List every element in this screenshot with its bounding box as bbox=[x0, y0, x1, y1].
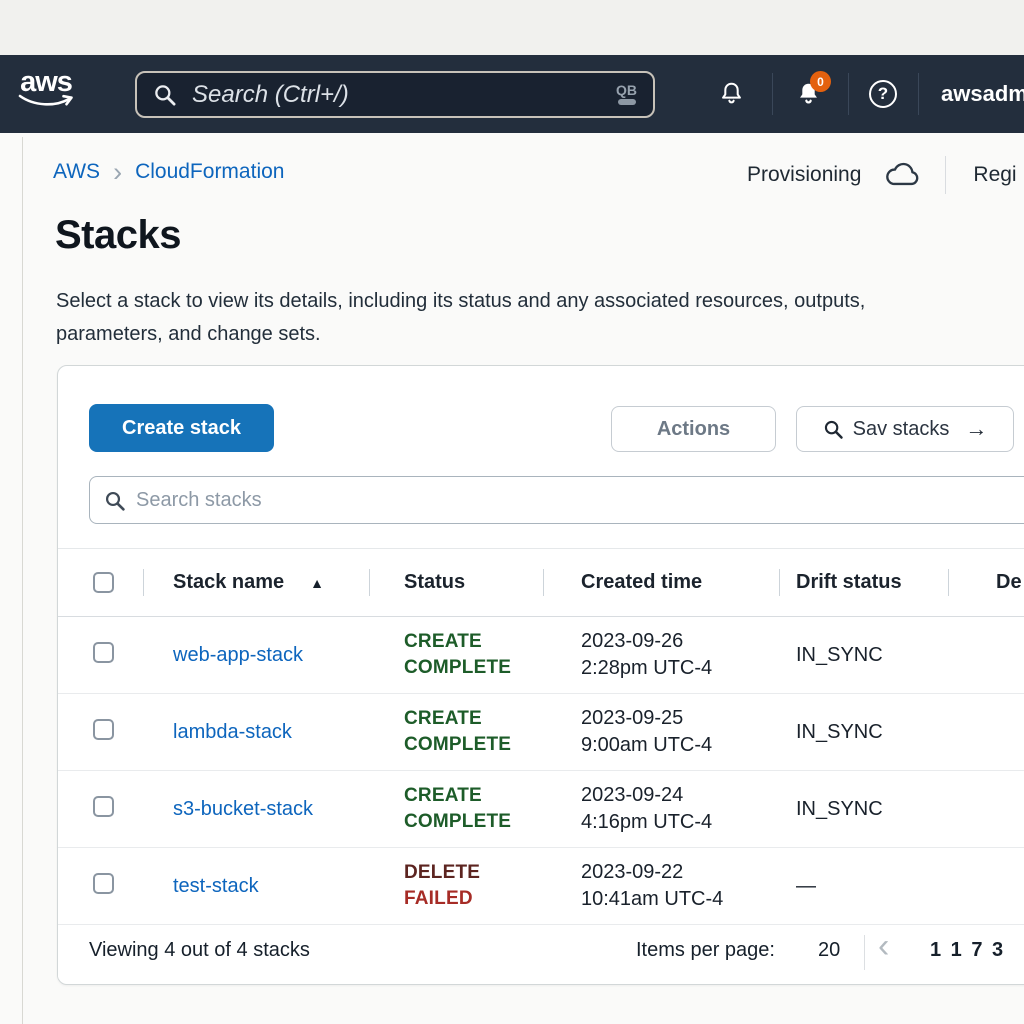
notification-badge: 0 bbox=[810, 71, 831, 92]
table-header: Stack name ▲ Status Created time Drift s… bbox=[58, 548, 1024, 617]
desktop-strip bbox=[0, 0, 1024, 55]
stack-name-link[interactable]: lambda-stack bbox=[173, 720, 292, 743]
stack-name-link[interactable]: s3-bucket-stack bbox=[173, 797, 314, 820]
aws-top-navbar: aws QB 0 ? awsadm bbox=[0, 55, 1024, 133]
breadcrumb-cloudformation-link[interactable]: CloudFormation bbox=[135, 160, 285, 183]
sort-ascending-icon[interactable]: ▲ bbox=[310, 574, 325, 591]
page-content: AWS › CloudFormation Provisioning Regi S… bbox=[0, 133, 1024, 1024]
account-menu[interactable]: awsadm bbox=[941, 81, 1024, 106]
row-checkbox[interactable] bbox=[93, 719, 114, 740]
pagination-pages[interactable]: 1 1 7 3 bbox=[930, 939, 1006, 961]
search-icon bbox=[105, 491, 125, 511]
column-header-drift-status[interactable]: Drift status bbox=[779, 548, 948, 617]
table-footer: Viewing 4 out of 4 stacks Items per page… bbox=[58, 925, 1024, 979]
stack-created-time: 2023-09-22 10:41am UTC-4 bbox=[581, 861, 724, 910]
column-header-description[interactable]: De bbox=[948, 548, 1024, 617]
global-search-box: QB bbox=[135, 71, 655, 118]
table-row: lambda-stack CREATE COMPLETE 2023-09-25 … bbox=[58, 694, 1024, 771]
nav-divider bbox=[848, 73, 849, 115]
select-all-checkbox[interactable] bbox=[93, 572, 114, 593]
breadcrumb: AWS › CloudFormation bbox=[53, 157, 285, 187]
stack-created-time: 2023-09-26 2:28pm UTC-4 bbox=[581, 630, 713, 679]
aws-logo-text: aws bbox=[20, 66, 73, 98]
chevron-right-icon: › bbox=[113, 157, 123, 187]
page-description: Select a stack to view its details, incl… bbox=[56, 290, 866, 345]
row-checkbox[interactable] bbox=[93, 796, 114, 817]
page-title: Stacks bbox=[55, 213, 181, 257]
stack-drift-status: IN_SYNC bbox=[796, 797, 883, 820]
arrow-right-icon: → bbox=[965, 416, 988, 441]
stack-drift-status: IN_SYNC bbox=[796, 643, 883, 666]
stack-created-time: 2023-09-25 9:00am UTC-4 bbox=[581, 707, 713, 756]
items-per-page-value[interactable]: 20 bbox=[818, 939, 841, 961]
row-checkbox[interactable] bbox=[93, 873, 114, 894]
stack-status: CREATE COMPLETE bbox=[404, 708, 512, 755]
nav-divider bbox=[772, 73, 773, 115]
search-icon bbox=[824, 420, 843, 439]
footer-divider bbox=[864, 935, 865, 970]
meta-divider bbox=[945, 156, 947, 194]
stacks-filter bbox=[89, 476, 1024, 524]
pagination-prev-icon[interactable]: ‹ bbox=[878, 927, 890, 965]
service-meta: Provisioning Regi bbox=[747, 156, 1017, 194]
notifications-bell-icon[interactable] bbox=[718, 80, 745, 112]
table-row: s3-bucket-stack CREATE COMPLETE 2023-09-… bbox=[58, 771, 1024, 848]
row-checkbox[interactable] bbox=[93, 642, 114, 663]
create-stack-button[interactable]: Create stack bbox=[89, 404, 274, 452]
aws-logo[interactable]: aws bbox=[14, 68, 78, 109]
breadcrumb-aws-link[interactable]: AWS bbox=[53, 160, 101, 183]
column-header-created-time[interactable]: Created time bbox=[543, 548, 779, 617]
stack-name-link[interactable]: web-app-stack bbox=[173, 643, 304, 666]
results-summary: Viewing 4 out of 4 stacks bbox=[89, 939, 310, 961]
table-row: web-app-stack CREATE COMPLETE 2023-09-26… bbox=[58, 617, 1024, 694]
stack-status: CREATE COMPLETE bbox=[404, 631, 512, 678]
stack-status: DELETE FAILED bbox=[404, 862, 481, 909]
stack-created-time: 2023-09-24 4:16pm UTC-4 bbox=[581, 784, 713, 833]
actions-button[interactable]: Actions bbox=[611, 406, 776, 452]
search-shortcut-icon: QB bbox=[616, 83, 637, 105]
service-category-label: Provisioning bbox=[747, 163, 862, 186]
cloud-icon bbox=[884, 161, 922, 189]
items-per-page-label: Items per page: bbox=[636, 939, 775, 961]
table-row: test-stack DELETE FAILED 2023-09-22 10:4… bbox=[58, 848, 1024, 925]
global-search-input[interactable] bbox=[192, 80, 616, 109]
stacks-table: Stack name ▲ Status Created time Drift s… bbox=[58, 548, 1024, 979]
nav-divider bbox=[918, 73, 919, 115]
stack-drift-status: IN_SYNC bbox=[796, 720, 883, 743]
column-header-stack-name[interactable]: Stack name ▲ bbox=[143, 548, 369, 617]
search-stacks-input[interactable] bbox=[89, 476, 1024, 524]
alerts-bell-icon[interactable]: 0 bbox=[795, 71, 831, 112]
saved-stacks-button[interactable]: Sav stacks → bbox=[796, 406, 1014, 452]
search-icon bbox=[155, 84, 176, 106]
stack-name-link[interactable]: test-stack bbox=[173, 874, 259, 897]
stack-status: CREATE COMPLETE bbox=[404, 785, 512, 832]
column-header-status[interactable]: Status bbox=[369, 548, 543, 617]
region-selector[interactable]: Regi bbox=[973, 163, 1017, 186]
stacks-panel: Create stack Actions Sav stacks → Stack … bbox=[57, 365, 1024, 985]
aws-smile-icon bbox=[18, 94, 73, 106]
stack-drift-status: — bbox=[796, 874, 816, 897]
help-icon[interactable]: ? bbox=[869, 80, 897, 108]
